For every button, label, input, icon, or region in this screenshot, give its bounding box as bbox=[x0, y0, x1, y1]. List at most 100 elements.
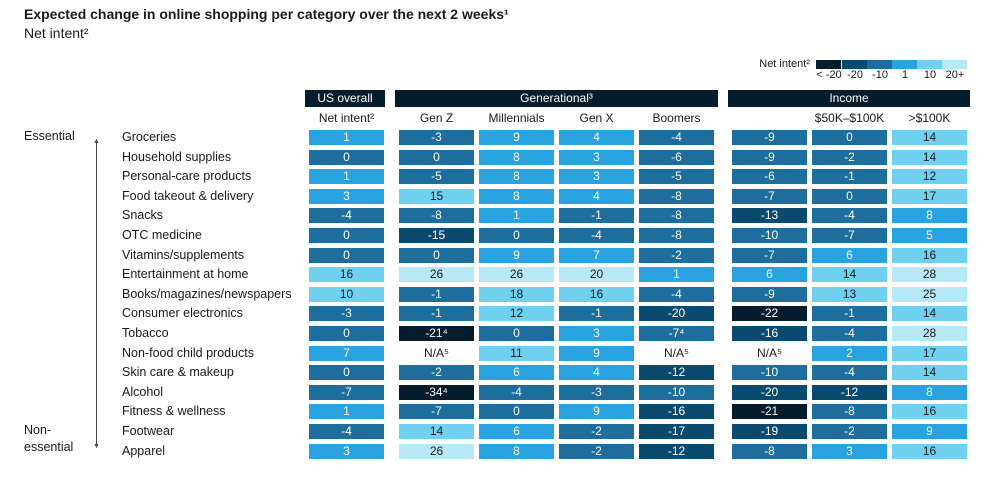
table-cell: 8 bbox=[479, 169, 554, 185]
table-cell: 11 bbox=[479, 345, 554, 361]
table-cell: -34⁴ bbox=[399, 384, 474, 400]
table-cell: -1 bbox=[812, 169, 887, 185]
table-cell: 0 bbox=[479, 228, 554, 243]
table-cell: 16 bbox=[309, 267, 384, 283]
legend-swatch bbox=[892, 60, 917, 69]
chart-title: Expected change in online shopping per c… bbox=[24, 6, 509, 22]
row-label: Consumer electronics bbox=[122, 306, 243, 321]
row-label: Food takeout & delivery bbox=[122, 188, 254, 203]
arrow-up-icon: ▲ bbox=[93, 138, 100, 145]
table-cell: -6 bbox=[732, 169, 807, 185]
column-header: $50K–$100K bbox=[814, 111, 885, 125]
legend-swatch bbox=[867, 60, 892, 69]
table-cell: -10 bbox=[732, 228, 807, 243]
group-header-income: Income bbox=[728, 90, 970, 107]
essential-label: Essential bbox=[24, 129, 75, 143]
legend-label: 10 bbox=[923, 69, 937, 81]
row-label: Apparel bbox=[122, 443, 166, 458]
table-cell: 16 bbox=[892, 247, 967, 263]
table-cell: -7 bbox=[732, 247, 807, 263]
table-cell: -7 bbox=[812, 228, 887, 243]
table-cell: 9 bbox=[479, 130, 554, 145]
table-cell: -4 bbox=[479, 384, 554, 400]
table-cell: 4 bbox=[559, 188, 634, 204]
legend-swatch bbox=[816, 60, 841, 69]
table-cell: -7 bbox=[399, 404, 474, 420]
table-cell: -5 bbox=[639, 169, 714, 185]
table-cell: -4 bbox=[309, 424, 384, 439]
table-cell: 26 bbox=[399, 267, 474, 283]
table-cell: -12 bbox=[812, 384, 887, 400]
table-cell: -2 bbox=[559, 443, 634, 459]
table-cell: -2 bbox=[639, 247, 714, 263]
table-cell: -9 bbox=[732, 130, 807, 145]
table-cell: 8 bbox=[479, 443, 554, 459]
table-cell: 9 bbox=[479, 247, 554, 263]
row-label: Tobacco bbox=[122, 326, 169, 340]
table-cell: N/A⁵ bbox=[424, 345, 449, 360]
table-cell: -2 bbox=[399, 365, 474, 381]
table-cell: 9 bbox=[559, 345, 634, 361]
table-cell: 2 bbox=[812, 345, 887, 361]
table-cell: 14 bbox=[812, 267, 887, 283]
table-cell: 12 bbox=[892, 169, 967, 185]
chart-subtitle: Net intent² bbox=[24, 25, 89, 41]
table-cell: 3 bbox=[559, 149, 634, 165]
table-cell: 4 bbox=[559, 130, 634, 145]
table-cell: 17 bbox=[892, 345, 967, 361]
table-cell: -12 bbox=[639, 365, 714, 381]
table-cell: -2 bbox=[559, 424, 634, 439]
table-cell: 15 bbox=[399, 188, 474, 204]
table-cell: 6 bbox=[479, 365, 554, 381]
non-essential-label-line1: Non- bbox=[24, 423, 52, 437]
table-cell: -8 bbox=[399, 208, 474, 224]
non-essential-label-line2: essential bbox=[24, 440, 74, 454]
table-cell: 9 bbox=[892, 424, 967, 439]
table-cell: 12 bbox=[479, 306, 554, 322]
table-cell: 3 bbox=[559, 169, 634, 185]
table-cell: 28 bbox=[892, 267, 967, 283]
table-cell: -17 bbox=[639, 424, 714, 439]
table-cell: 5 bbox=[892, 228, 967, 243]
group-header-generational: Generational³ bbox=[395, 90, 718, 107]
table-cell: 20 bbox=[559, 267, 634, 283]
row-label: OTC medicine bbox=[122, 228, 202, 242]
table-cell: 3 bbox=[309, 443, 384, 459]
table-cell: -7 bbox=[309, 384, 384, 400]
row-label: Groceries bbox=[122, 130, 177, 144]
column-header: Gen Z bbox=[419, 111, 454, 125]
table-cell: 16 bbox=[892, 443, 967, 459]
table-cell: 0 bbox=[309, 228, 384, 243]
table-cell: 0 bbox=[309, 326, 384, 341]
table-cell: 14 bbox=[892, 149, 967, 165]
table-cell: 3 bbox=[812, 443, 887, 459]
table-cell: 1 bbox=[309, 130, 384, 145]
table-cell: -19 bbox=[732, 424, 807, 439]
legend-label: -20 bbox=[847, 69, 863, 81]
table-cell: 0 bbox=[309, 365, 384, 381]
table-cell: 18 bbox=[479, 286, 554, 302]
table-cell: 8 bbox=[479, 188, 554, 204]
table-cell: 4 bbox=[559, 365, 634, 381]
table-cell: -13 bbox=[732, 208, 807, 224]
table-cell: 14 bbox=[399, 424, 474, 439]
row-label: Footwear bbox=[122, 424, 175, 438]
table-cell: 8 bbox=[479, 149, 554, 165]
table-cell: 6 bbox=[479, 424, 554, 439]
table-cell: -4 bbox=[639, 286, 714, 302]
table-cell: -2 bbox=[812, 424, 887, 439]
row-label: Personal-care products bbox=[122, 169, 252, 184]
table-cell: 1 bbox=[309, 404, 384, 420]
row-label: Vitamins/supplements bbox=[122, 247, 245, 262]
table-cell: -3 bbox=[309, 306, 384, 322]
table-cell: -12 bbox=[639, 443, 714, 459]
row-label: Fitness & wellness bbox=[122, 404, 226, 419]
table-cell: -1 bbox=[399, 286, 474, 302]
table-cell: 14 bbox=[892, 130, 967, 145]
table-cell: -22 bbox=[732, 306, 807, 322]
table-cell: 3 bbox=[309, 188, 384, 204]
table-cell: -20 bbox=[732, 384, 807, 400]
essential-axis-line bbox=[96, 142, 97, 446]
table-cell: -10 bbox=[639, 384, 714, 400]
legend-title: Net intent² bbox=[759, 58, 810, 70]
